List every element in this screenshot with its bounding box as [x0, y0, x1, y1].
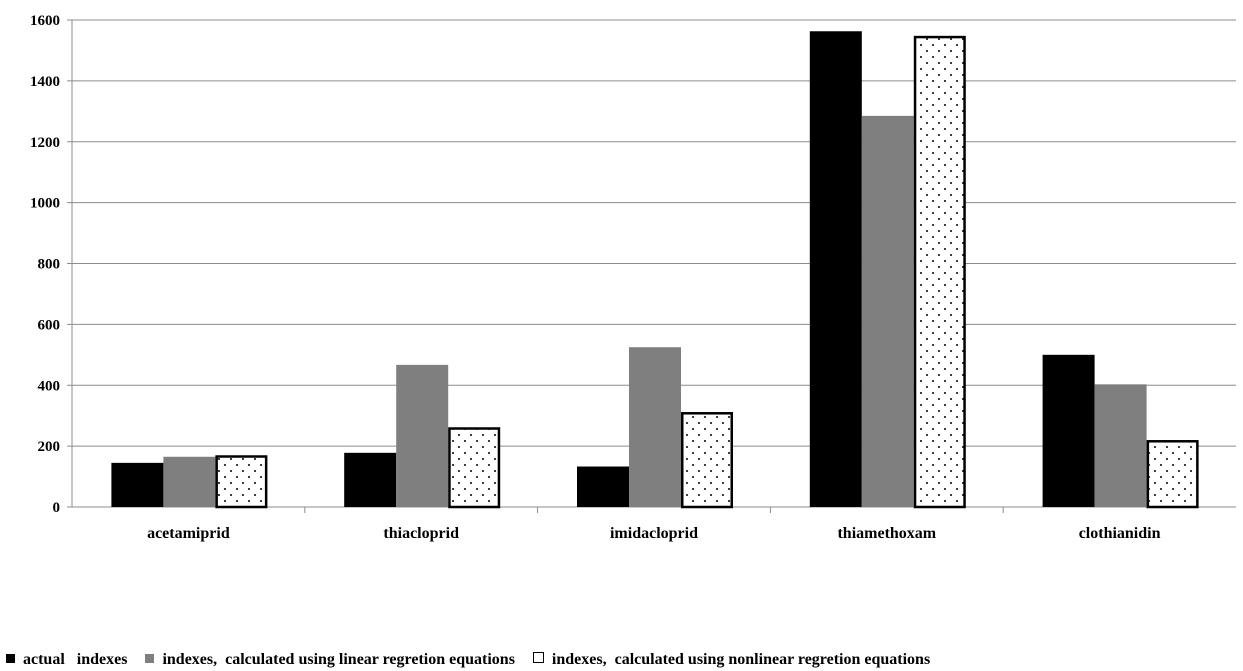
bar-clothianidin-series-0	[1042, 354, 1095, 507]
bar-thiacloprid-series-0	[344, 452, 397, 507]
y-tick-label: 0	[53, 500, 61, 516]
legend-label-nonlinear: indexes, calculated using nonlinear regr…	[551, 651, 931, 668]
y-tick-label: 1600	[30, 13, 60, 29]
x-tick-label: imidacloprid	[610, 525, 698, 542]
bar-thiacloprid-series-2	[448, 427, 501, 509]
x-tick-label: clothianidin	[1079, 525, 1161, 542]
legend-label-actual: actual indexes	[23, 651, 128, 668]
gridlines	[72, 19, 1236, 447]
x-tick-label: thiacloprid	[383, 525, 459, 542]
bar-clothianidin-series-2	[1146, 440, 1199, 509]
y-tick-label: 1000	[30, 196, 60, 212]
legend-swatch-dotted	[532, 652, 544, 663]
x-tick-label: thiamethoxam	[837, 525, 936, 542]
bar-acetamiprid-series-1	[163, 456, 216, 507]
legend-label-linear: indexes, calculated using linear regreti…	[162, 651, 515, 668]
legend-item-actual: actual indexes	[6, 651, 127, 669]
bar-chart: 0 200 400 600 800 1000 1200 1400 1600 acetamiprid…	[30, 13, 1236, 542]
y-tick-label: 200	[38, 439, 61, 455]
bar-acetamiprid-series-2	[215, 455, 268, 509]
legend: actual indexes indexes, calculated using…	[6, 651, 1243, 671]
y-tick-label: 1400	[30, 74, 60, 90]
bar-acetamiprid-series-0	[111, 462, 164, 507]
bar-imidacloprid-series-1	[629, 347, 681, 507]
y-tick-label: 600	[38, 317, 61, 333]
bar-thiacloprid-series-1	[396, 364, 449, 507]
legend-item-nonlinear: indexes, calculated using nonlinear regr…	[532, 651, 931, 669]
bar-thiamethoxam-series-2	[913, 35, 966, 509]
legend-item-linear: indexes, calculated using linear regreti…	[145, 651, 515, 669]
x-tick-label: acetamiprid	[147, 525, 230, 542]
bars	[111, 31, 1199, 509]
legend-swatch-black	[6, 654, 15, 663]
bar-clothianidin-series-1	[1094, 384, 1147, 507]
legend-swatch-gray	[145, 654, 155, 663]
bar-thiamethoxam-series-1	[861, 115, 914, 508]
bar-thiamethoxam-series-0	[809, 31, 862, 508]
y-tick-label: 800	[38, 257, 61, 273]
y-tick-label: 1200	[30, 135, 60, 151]
bar-imidacloprid-series-2	[681, 412, 733, 509]
bar-imidacloprid-series-0	[577, 466, 629, 507]
y-tick-label: 400	[38, 378, 61, 394]
axis-labels: 0 200 400 600 800 1000 1200 1400 1600 acetamiprid…	[30, 13, 1161, 542]
